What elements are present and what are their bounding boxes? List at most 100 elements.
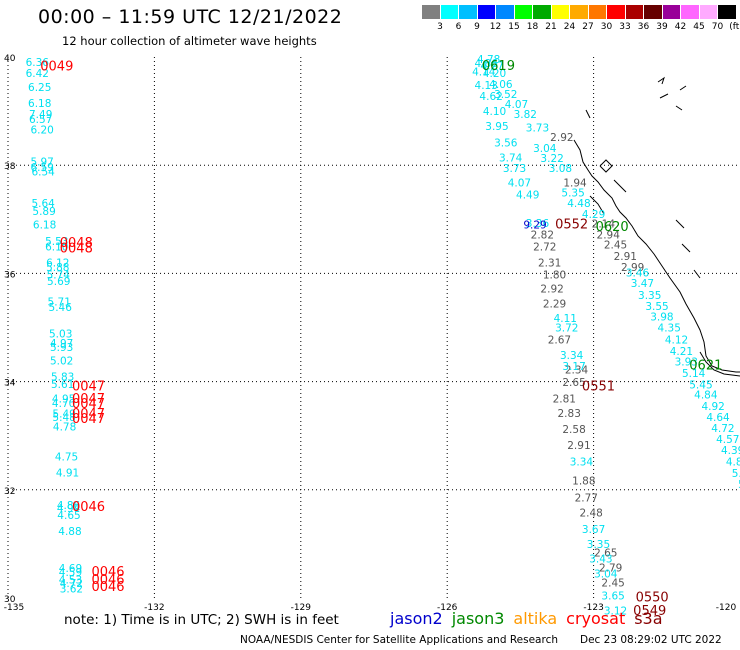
wave-height-value: 3.98: [650, 312, 673, 324]
pass-time-label: 0047: [72, 407, 105, 422]
pass-time-label: 0549: [633, 604, 666, 619]
wave-height-value: 2.65: [562, 377, 585, 389]
legend-label: 27: [582, 22, 594, 32]
wave-height-value: 3.35: [638, 290, 661, 302]
legend-label: 9: [474, 22, 480, 32]
wave-height-value: 4.49: [516, 189, 539, 201]
wave-height-value: 4.84: [726, 457, 740, 469]
wave-height-value: 2.94: [597, 229, 621, 241]
legend-label: 33: [619, 22, 631, 32]
wave-height-value: 4.91: [56, 467, 79, 479]
pass-time-label: 0552: [555, 218, 588, 233]
pass-time-label: 0047: [72, 392, 105, 407]
legend-label: 6: [455, 22, 462, 32]
wave-height-value: 5.18: [738, 479, 740, 491]
legend-label: 45: [693, 22, 705, 32]
wave-height-value: 4.70: [52, 398, 75, 410]
wave-height-value: 4.84: [694, 390, 718, 402]
wave-height-value: 5.02: [50, 356, 73, 368]
satellite-s3a: s3a: [634, 609, 663, 628]
wave-height-value: 4.94: [57, 503, 81, 515]
page-title: 00:00 – 11:59 UTC 12/21/2022: [38, 6, 343, 28]
wave-height-value: 5.35: [561, 187, 584, 199]
wave-height-value: 4.62: [479, 91, 502, 103]
lat-label: 36: [4, 270, 16, 280]
legend-swatch: [588, 5, 607, 19]
legend-label: 21: [545, 22, 557, 32]
color-scale-legend: [422, 5, 737, 21]
wave-height-value: 4.12: [665, 334, 688, 346]
wave-height-value: 2.58: [562, 424, 585, 436]
pass-time-label: 0048: [60, 241, 93, 256]
wave-height-value: 3.47: [631, 278, 654, 290]
legend-swatch: [533, 5, 552, 19]
wave-height-value: 2.48: [579, 508, 602, 520]
wave-height-value: 4.35: [658, 323, 681, 335]
wave-height-value: 3.56: [494, 137, 518, 149]
wave-height-value: 3.65: [601, 590, 624, 602]
wave-height-value: 5.88: [46, 262, 69, 274]
lon-label: -129: [291, 603, 312, 613]
wave-height-value: 5.45: [689, 379, 712, 391]
pass-time-labels: 0049004800480047004700470047004700460046…: [40, 59, 722, 619]
footer-credit: NOAA/NESDIS Center for Satellite Applica…: [240, 634, 558, 646]
wave-height-value: 4.21: [670, 346, 693, 358]
legend-swatch: [681, 5, 700, 19]
wave-height-tracks: 6.366.426.256.187.496.576.205.976.596.54…: [26, 54, 740, 617]
wave-height-value: 6.25: [28, 82, 51, 94]
wave-height-value: 4.72: [60, 578, 83, 590]
lat-label: 32: [4, 487, 15, 497]
wave-height-value: 2.31: [538, 258, 561, 270]
wave-height-value: 9.29: [523, 220, 546, 232]
wave-height-value: 4.86: [475, 58, 499, 70]
legend-swatch: [718, 5, 737, 19]
pass-time-label: 0620: [596, 220, 629, 235]
satellite-altika: altika: [513, 609, 558, 628]
wave-height-value: 7.49: [29, 109, 52, 121]
legend-swatch: [496, 5, 515, 19]
map-grid: 40 38 36 34 32 30-135 -132 -129 -126 -123 -120: [4, 54, 740, 613]
wave-height-value: 4.29: [582, 209, 605, 221]
satellite-legend: jason2 jason3 altika cryosat s3a: [390, 609, 672, 628]
wave-height-value: 1.88: [572, 476, 595, 488]
wave-height-value: 3.36: [526, 218, 550, 230]
wave-height-value: 4.88: [58, 526, 81, 538]
wave-height-value: 6.10: [45, 241, 68, 253]
wave-height-value: 4.11: [554, 313, 577, 325]
wave-height-value: 5.46: [49, 302, 73, 314]
wave-height-value: 3.67: [582, 524, 605, 536]
wave-height-value: 3.62: [60, 583, 83, 595]
pass-time-label: 0046: [91, 573, 124, 588]
wave-height-value: 4.72: [711, 423, 734, 435]
wave-height-value: 2.34: [565, 365, 589, 377]
wave-height-value: 3.12: [604, 605, 627, 617]
legend-swatch: [607, 5, 626, 19]
legend-swatch: [514, 5, 533, 19]
wave-height-value: 3.35: [587, 539, 610, 551]
wave-height-value: 6.18: [33, 220, 56, 232]
wave-height-value: 2.91: [614, 251, 637, 263]
wave-height-value: 4.10: [483, 106, 506, 118]
wave-height-value: 3.34: [560, 350, 584, 362]
wave-height-value: 2.99: [621, 262, 644, 274]
pass-time-label: 0621: [689, 358, 722, 373]
wave-height-value: 6.18: [28, 98, 51, 110]
wave-height-value: 6.20: [30, 124, 53, 136]
legend-label: 24: [563, 22, 576, 32]
legend-swatch: [625, 5, 644, 19]
wave-height-value: 1.94: [563, 178, 587, 190]
legend-label: 36: [637, 22, 650, 32]
wave-height-value: 4.86: [57, 500, 81, 512]
wave-height-value: 5.14: [682, 368, 706, 380]
wave-height-value: 2.82: [531, 229, 554, 241]
lon-label: -132: [144, 603, 164, 613]
satellite-jason2: jason2: [390, 609, 443, 628]
satellite-cryosat: cryosat: [566, 609, 626, 628]
wave-height-value: 3.34: [570, 457, 594, 469]
pass-time-label: 0049: [40, 60, 73, 75]
pass-time-label: 0619: [482, 59, 515, 74]
wave-height-value: 5.89: [32, 206, 55, 218]
legend-swatch: [699, 5, 718, 19]
